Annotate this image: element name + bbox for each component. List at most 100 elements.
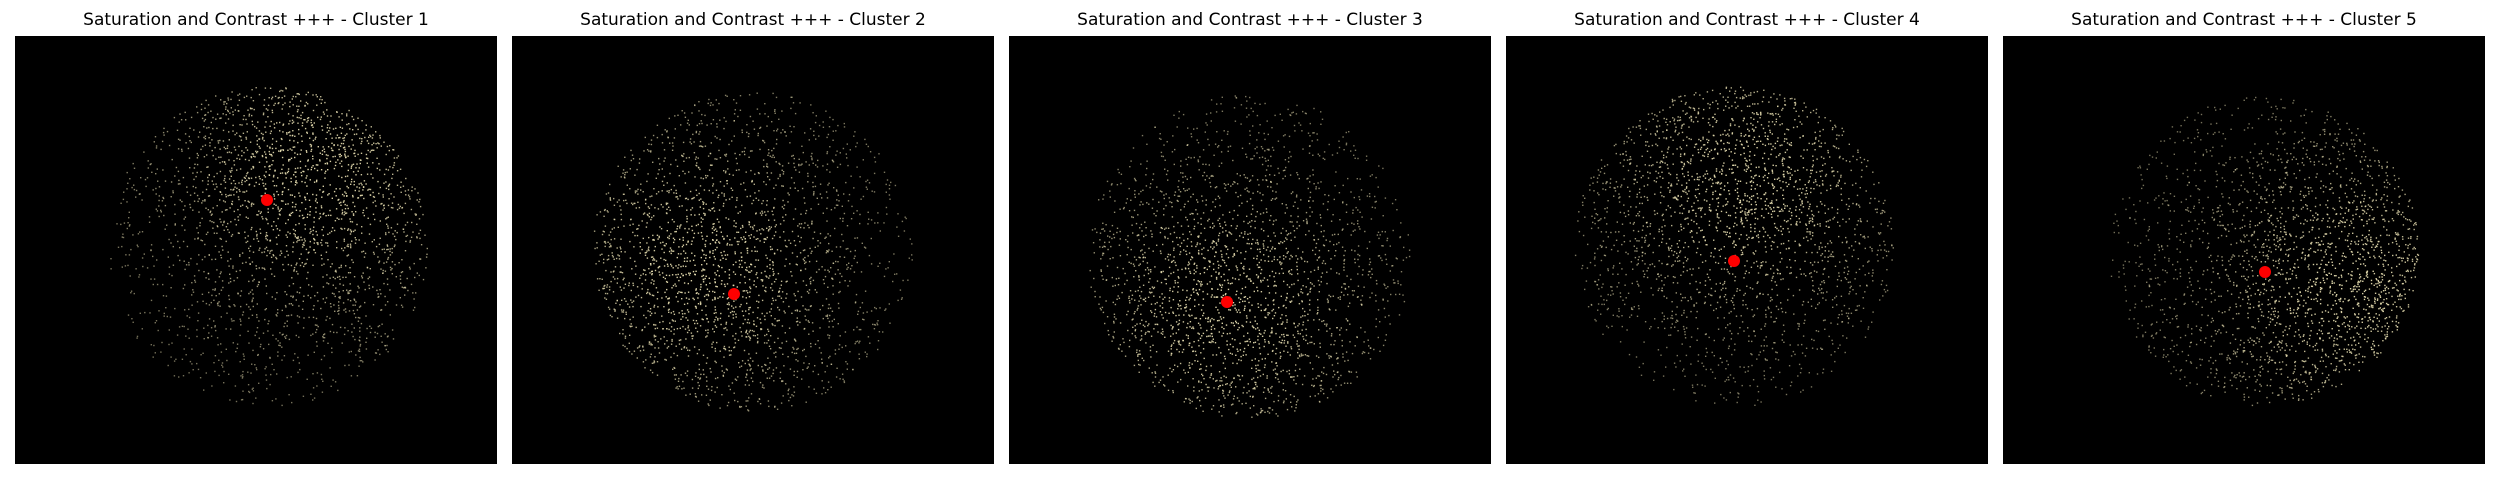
pixel-dot xyxy=(695,189,697,191)
pixel-dot xyxy=(1278,172,1280,174)
pixel-dot xyxy=(196,227,198,229)
pixel-dot xyxy=(372,251,375,254)
pixel-dot xyxy=(775,367,778,369)
pixel-dot xyxy=(199,225,201,227)
pixel-dot xyxy=(339,145,342,147)
pixel-dot xyxy=(1215,276,1218,279)
pixel-dot xyxy=(264,278,266,280)
pixel-dot xyxy=(177,170,180,173)
pixel-dot xyxy=(252,203,255,205)
pixel-dot xyxy=(761,312,763,315)
pixel-dot xyxy=(673,192,675,194)
pixel-dot xyxy=(253,185,256,187)
pixel-dot xyxy=(688,124,690,126)
pixel-dot xyxy=(204,114,206,116)
pixel-dot xyxy=(731,189,734,191)
pixel-dot xyxy=(1256,114,1259,117)
pixel-dot xyxy=(343,240,345,242)
pixel-dot xyxy=(630,218,632,221)
pixel-dot xyxy=(166,130,169,133)
pixel-dot xyxy=(311,124,314,126)
pixel-dot xyxy=(846,225,849,227)
pixel-dot xyxy=(250,156,252,158)
pixel-dot xyxy=(1220,162,1223,164)
pixel-dot xyxy=(346,123,348,126)
pixel-dot xyxy=(626,184,628,186)
pixel-dot xyxy=(649,311,651,313)
pixel-dot xyxy=(221,211,223,213)
pixel-dot xyxy=(288,131,290,134)
pixel-dot xyxy=(784,239,786,242)
pixel-dot xyxy=(351,331,353,333)
pixel-dot xyxy=(352,118,355,121)
pixel-dot xyxy=(629,168,631,170)
pixel-dot xyxy=(192,209,194,211)
pixel-dot xyxy=(315,331,317,334)
pixel-dot xyxy=(349,300,352,302)
pixel-dot xyxy=(268,97,270,99)
pixel-dot xyxy=(805,401,807,403)
pixel-dot xyxy=(190,141,192,144)
pixel-dot xyxy=(309,214,311,216)
pixel-dot xyxy=(190,116,193,119)
pixel-dot xyxy=(320,242,322,244)
pixel-dot xyxy=(1221,110,1224,112)
pixel-dot xyxy=(1160,155,1163,157)
pixel-dot xyxy=(354,155,356,157)
pixel-dot xyxy=(651,195,653,197)
pixel-dot xyxy=(174,307,176,310)
pixel-dot xyxy=(735,222,737,224)
pixel-dot xyxy=(839,281,841,284)
pixel-dot xyxy=(730,354,732,356)
pixel-dot xyxy=(198,211,200,213)
pixel-dot xyxy=(862,159,864,161)
pixel-dot xyxy=(1297,325,1299,327)
pixel-dot xyxy=(699,378,701,380)
pixel-dot xyxy=(685,197,688,199)
pixel-dot xyxy=(665,359,667,361)
pixel-dot xyxy=(605,193,608,195)
pixel-dot xyxy=(769,275,771,277)
pixel-dot xyxy=(796,376,798,378)
pixel-dot xyxy=(271,225,273,227)
pixel-dot xyxy=(907,279,909,281)
pixel-dot xyxy=(596,278,599,280)
pixel-dot xyxy=(798,171,801,173)
pixel-dot xyxy=(189,206,192,209)
pixel-dot xyxy=(793,352,796,355)
pixel-dot xyxy=(842,220,844,222)
pixel-dot xyxy=(1339,219,1341,221)
pixel-dot xyxy=(384,251,386,254)
pixel-dot xyxy=(301,122,304,124)
pixel-dot xyxy=(675,296,677,298)
pixel-dot xyxy=(697,387,699,390)
pixel-dot xyxy=(657,238,659,240)
pixel-dot xyxy=(255,367,257,369)
pixel-dot xyxy=(863,246,866,248)
pixel-dot xyxy=(1116,227,1119,229)
pixel-dot xyxy=(704,114,706,117)
pixel-dot xyxy=(733,284,735,287)
pixel-dot xyxy=(1290,155,1292,158)
pixel-dot xyxy=(822,126,825,128)
pixel-dot xyxy=(217,225,219,228)
pixel-dot xyxy=(411,221,413,224)
pixel-dot xyxy=(778,309,781,311)
pixel-dot xyxy=(703,202,705,204)
pixel-dot xyxy=(212,207,214,209)
pixel-dot xyxy=(702,207,705,210)
pixel-dot xyxy=(754,192,756,194)
pixel-dot xyxy=(810,208,812,210)
pixel-dot xyxy=(194,281,197,283)
pixel-dot xyxy=(256,150,259,153)
pixel-dot xyxy=(722,257,724,259)
pixel-dot xyxy=(194,163,196,165)
pixel-dot xyxy=(170,356,172,358)
pixel-dot xyxy=(626,347,628,350)
pixel-dot xyxy=(805,284,808,286)
pixel-dot xyxy=(164,228,166,230)
pixel-dot xyxy=(1265,208,1268,210)
pixel-dot xyxy=(275,140,278,143)
pixel-dot xyxy=(126,171,128,174)
pixel-dot xyxy=(1252,208,1254,210)
